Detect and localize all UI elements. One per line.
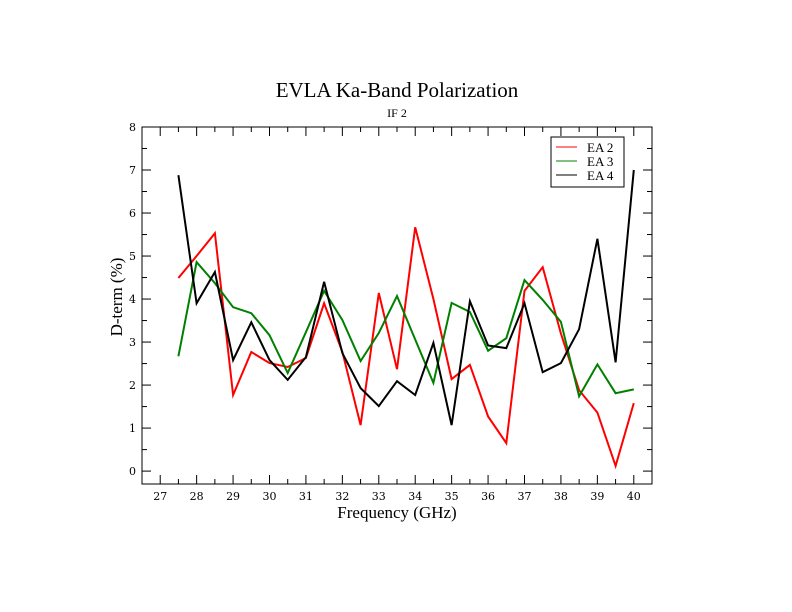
x-tick-label: 40 — [627, 490, 641, 503]
legend: EA 2EA 3EA 4 — [550, 136, 625, 188]
y-tick-labels: 0 1 2 3 4 5 6 7 8 — [129, 121, 136, 478]
y-tick-label: 4 — [129, 293, 136, 306]
y-tick-label: 8 — [129, 121, 136, 134]
x-tick-label: 31 — [299, 490, 313, 503]
series-line-ea-3 — [177, 259, 635, 399]
y-tick-label: 2 — [129, 379, 136, 392]
legend-label-ea-3: EA 3 — [587, 154, 613, 169]
y-tick-label: 5 — [129, 250, 136, 263]
x-tick-label: 38 — [554, 490, 568, 503]
y-tick-label: 7 — [129, 164, 136, 177]
x-axis-label: Frequency (GHz) — [337, 503, 456, 522]
x-tick-label: 36 — [481, 490, 495, 503]
ticks-layer — [141, 126, 653, 484]
legend-box — [550, 136, 625, 188]
x-tick-label: 39 — [590, 490, 604, 503]
series-line-ea-2 — [177, 226, 635, 470]
x-tick-label: 33 — [372, 490, 386, 503]
series-line-ea-4 — [177, 169, 635, 426]
series-layer — [177, 169, 635, 470]
y-tick-label: 3 — [129, 336, 136, 349]
y-tick-label: 0 — [129, 465, 136, 478]
x-tick-label: 29 — [226, 490, 240, 503]
x-tick-label: 30 — [263, 490, 277, 503]
x-tick-label: 27 — [153, 490, 167, 503]
y-tick-label: 6 — [129, 207, 136, 220]
legend-label-ea-4: EA 4 — [587, 168, 614, 183]
legend-label-ea-2: EA 2 — [587, 140, 613, 155]
x-tick-label: 28 — [190, 490, 204, 503]
x-tick-label: 32 — [335, 490, 349, 503]
x-tick-label: 35 — [445, 490, 459, 503]
x-tick-labels: 27 28 29 30 31 32 33 34 35 36 37 38 39 40 — [153, 490, 641, 503]
x-tick-label: 37 — [518, 490, 532, 503]
y-axis-label: D-term (%) — [107, 258, 126, 337]
x-tick-label: 34 — [408, 490, 422, 503]
chart-subtitle: IF 2 — [387, 106, 407, 120]
y-tick-label: 1 — [129, 422, 136, 435]
chart-title: EVLA Ka-Band Polarization — [276, 78, 519, 102]
